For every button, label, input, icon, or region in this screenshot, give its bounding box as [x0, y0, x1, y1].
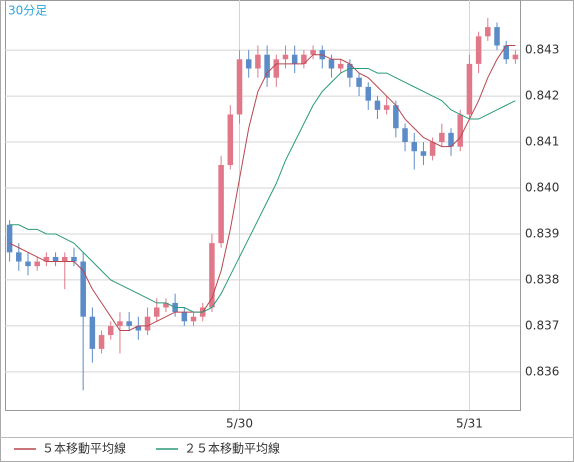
plot-area — [5, 0, 521, 411]
candle-body — [144, 316, 151, 331]
candle-body — [25, 261, 31, 267]
candle-body — [273, 59, 280, 78]
candle-body — [117, 321, 123, 326]
chart-title: 30分足 — [8, 4, 47, 18]
legend-label: ２５本移動平均線 — [184, 441, 280, 456]
candle-body — [420, 151, 427, 156]
candle-body — [98, 335, 105, 349]
candle-body — [512, 54, 519, 60]
candle-body — [255, 54, 261, 69]
y-tick-label: 0.836 — [525, 364, 559, 378]
candle-body — [218, 165, 224, 244]
candle-body — [301, 54, 307, 64]
x-tick-label: 5/31 — [456, 417, 483, 431]
candle-body — [34, 261, 40, 267]
candle-body — [209, 243, 215, 308]
candle-body — [245, 59, 252, 69]
candle-body — [485, 27, 491, 37]
x-tick-label: 5/30 — [226, 417, 253, 431]
candle-body — [43, 256, 50, 262]
candle-body — [62, 256, 68, 262]
candle-body — [439, 132, 445, 143]
candle-body — [310, 50, 316, 55]
candle-body — [52, 256, 59, 262]
candle-body — [126, 321, 132, 326]
candle-body — [365, 86, 372, 101]
y-tick-label: 0.839 — [525, 226, 559, 240]
candle-body — [356, 77, 362, 87]
candle-body — [402, 128, 408, 143]
candle-body — [393, 105, 399, 129]
candle-body — [291, 54, 298, 64]
candle-body — [108, 325, 114, 336]
candle-body — [89, 316, 96, 349]
candle-body — [337, 63, 344, 69]
candle-body — [328, 59, 335, 69]
candle-body — [457, 114, 463, 147]
ma-line — [9, 45, 516, 331]
candle-body — [411, 142, 417, 152]
candle-body — [153, 307, 160, 317]
candle-body — [503, 45, 509, 60]
candle-body — [71, 256, 77, 262]
candle-body — [6, 224, 13, 253]
candle-body — [347, 63, 353, 78]
candle-body — [448, 132, 454, 147]
candle-body — [383, 105, 390, 110]
candle-body — [429, 142, 436, 156]
candle-body — [475, 36, 482, 64]
candle-body — [466, 63, 473, 115]
legend-label: ５本移動平均線 — [42, 441, 126, 456]
candle-body — [374, 100, 381, 110]
candle-body — [494, 27, 500, 46]
y-tick-label: 0.843 — [525, 43, 559, 57]
candle-body — [80, 261, 86, 317]
candle-body — [236, 59, 243, 115]
candle-body — [264, 54, 270, 78]
y-tick-label: 0.841 — [525, 135, 559, 149]
y-tick-label: 0.840 — [525, 180, 559, 194]
ma-line — [9, 67, 516, 313]
candle-body — [282, 54, 289, 60]
candle-body — [227, 114, 234, 166]
candle-body — [163, 302, 169, 308]
y-tick-label: 0.837 — [525, 318, 559, 332]
y-tick-label: 0.838 — [525, 272, 559, 286]
candle-body — [135, 325, 142, 331]
candle-body — [181, 312, 188, 322]
y-tick-label: 0.842 — [525, 89, 559, 103]
candle-body — [16, 252, 22, 262]
candle-body — [190, 316, 197, 322]
